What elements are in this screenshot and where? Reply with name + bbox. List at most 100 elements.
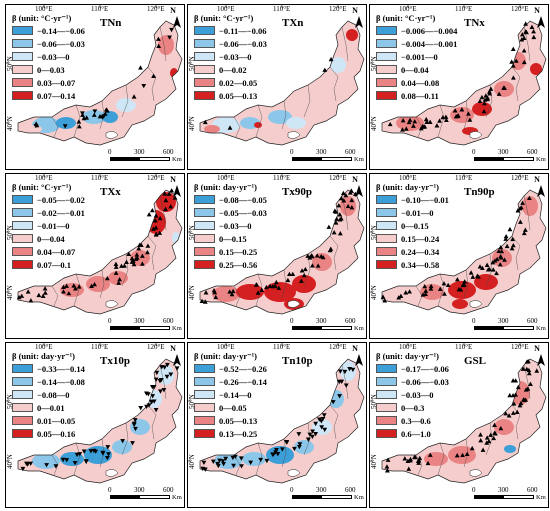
north-label: N (170, 344, 176, 353)
station-marker-decrease (77, 452, 83, 457)
station-marker-increase (122, 263, 127, 268)
station-marker-increase (322, 67, 328, 72)
legend-swatch (12, 403, 33, 412)
region-fill (200, 190, 364, 314)
longitude-label: 110°E (455, 174, 473, 182)
station-marker-increase (491, 435, 497, 441)
north-indicator: N (350, 7, 360, 15)
longitude-label: 100°E (399, 343, 417, 351)
north-indicator: N (168, 7, 178, 15)
latitude-label: 40°N (188, 116, 196, 131)
station-marker-decrease (248, 460, 254, 465)
station-marker-increase (420, 123, 426, 129)
legend-entry: −0.06—−0.03 (194, 37, 267, 50)
station-marker-increase (510, 63, 516, 68)
league-boundary (233, 116, 241, 138)
station-marker-increase (334, 216, 340, 221)
legend-label: −0.14—0 (219, 389, 252, 400)
station-marker-decrease (258, 457, 264, 463)
station-marker-increase (531, 29, 536, 34)
league-boundary (147, 66, 157, 102)
legend-label: 0.24—0.34 (401, 246, 440, 257)
league-boundary (303, 422, 311, 456)
station-marker-decrease (313, 421, 319, 427)
station-marker-increase (91, 112, 97, 117)
station-marker-decrease (131, 421, 137, 426)
legend-swatch (194, 377, 215, 386)
legend-swatch (12, 416, 33, 425)
legend-entry: −0.03—0 (194, 219, 267, 232)
legend: β (unit: day·yr⁻¹) −0.10—−0.01 −0.01—0 0—0.… (376, 182, 449, 271)
league-boundary (99, 269, 105, 299)
scale-unit: Km (354, 156, 364, 163)
station-marker-increase (437, 286, 443, 291)
station-marker-increase (76, 124, 82, 129)
scale-tick-label: 300 (316, 148, 327, 156)
trend-patch (268, 110, 292, 124)
legend-title: β (unit: °C·yr⁻¹) (12, 13, 72, 23)
station-marker-increase (510, 410, 516, 415)
station-marker-increase (513, 378, 519, 383)
station-marker-increase (468, 270, 474, 275)
station-marker-increase (333, 220, 339, 225)
legend-entry: 0.3—0.6 (376, 414, 449, 427)
station-marker-increase (406, 466, 412, 471)
trend-patch (26, 125, 42, 133)
station-marker-increase (477, 264, 483, 269)
legend-label: 0—0.04 (401, 64, 429, 75)
station-marker-increase (466, 111, 471, 116)
station-marker-increase (423, 288, 429, 293)
scale-bar: 0 300 600 Km (290, 486, 364, 507)
region-fill (200, 21, 364, 145)
scale-tick-label: 300 (316, 486, 327, 494)
league-boundary (511, 235, 521, 271)
legend-label: −0.10—−0.01 (401, 194, 449, 205)
station-marker-increase (387, 121, 393, 127)
north-arrow-icon (537, 16, 545, 28)
station-marker-increase (520, 200, 525, 205)
station-marker-increase (151, 73, 156, 78)
legend-swatch (194, 26, 215, 35)
longitude-label: 120°E (329, 5, 347, 13)
station-marker-decrease (337, 369, 343, 374)
legend-swatch (194, 364, 215, 373)
station-marker-increase (155, 36, 161, 41)
legend-swatch (194, 52, 215, 61)
legend-label: −0.004—−0.001 (401, 38, 458, 49)
region-fill (18, 359, 182, 483)
station-marker-increase (400, 118, 406, 123)
league-boundary (341, 26, 349, 62)
legend-swatch (12, 65, 33, 74)
map-panel-tn90p: 100°E 110°E 120°E 50°N 40°N β (unit: day·yr⁻¹… (369, 173, 549, 339)
station-marker-increase (470, 274, 476, 279)
legend-swatch (12, 260, 33, 269)
legend-title: β (unit: day·yr⁻¹) (376, 351, 439, 361)
league-boundary (303, 84, 311, 118)
legend-swatch (12, 429, 33, 438)
station-marker-increase (507, 392, 513, 398)
league-boundary (147, 235, 157, 271)
legend-label: 0.15—0.25 (219, 246, 258, 257)
legend-label: 0.02—0.05 (219, 77, 258, 88)
station-marker-increase (513, 58, 519, 63)
scale-tick-label: 600 (527, 317, 538, 325)
station-marker-increase (138, 65, 143, 70)
region-fill (382, 359, 546, 483)
legend-entry: −0.08—0 (12, 388, 85, 401)
station-marker-increase (493, 431, 498, 436)
trend-patch (170, 68, 178, 78)
station-marker-decrease (305, 437, 311, 442)
station-marker-increase (511, 401, 517, 406)
station-marker-decrease (292, 446, 297, 452)
legend-swatch (12, 364, 33, 373)
station-marker-increase (385, 457, 391, 462)
station-marker-decrease (44, 463, 49, 468)
scale-tick-label: 0 (472, 317, 476, 325)
trend-patch (236, 284, 264, 300)
trend-patch (476, 440, 496, 454)
map-panel-txn: 100°E 110°E 120°E 50°N 40°N β (unit: °C·yr⁻¹)… (187, 4, 367, 170)
station-marker-increase (510, 236, 516, 242)
longitude-label: 100°E (217, 174, 235, 182)
legend-entry: 0.05—0.16 (12, 427, 85, 440)
legend-swatch (194, 260, 215, 269)
